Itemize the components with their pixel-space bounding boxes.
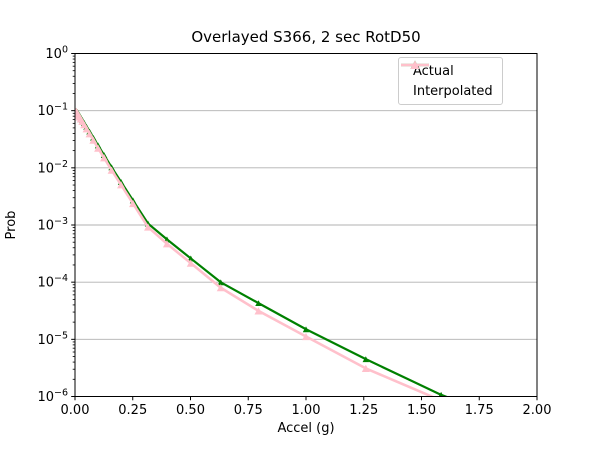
- series-interpolated: [75, 107, 540, 442]
- marker-triangle-up: [216, 284, 225, 292]
- marker-triangle-up: [129, 199, 138, 208]
- marker-triangle-up: [85, 130, 94, 138]
- y-tick-base: 10: [37, 276, 54, 291]
- y-tick-base: 10: [37, 333, 54, 348]
- y-tick-label: 10−6: [37, 388, 68, 406]
- y-tick-label: 10−4: [37, 273, 68, 291]
- marker-triangle-up: [107, 166, 116, 174]
- marker-triangle-up: [162, 240, 171, 248]
- y-tick-base: 10: [37, 161, 54, 176]
- marker-triangle-up: [361, 364, 370, 373]
- marker-triangle-up: [438, 391, 444, 397]
- marker-triangle-up: [302, 332, 310, 341]
- series-line: [75, 110, 449, 397]
- y-tick-label: 10−3: [37, 216, 68, 234]
- y-tick-base: 10: [45, 47, 62, 62]
- y-tick-exponent: −2: [54, 159, 68, 170]
- marker-triangle-up: [144, 223, 153, 231]
- x-tick-label: 1.50: [407, 403, 436, 418]
- marker-triangle-up: [82, 125, 91, 133]
- marker-triangle-up: [302, 326, 310, 333]
- marker-triangle-up: [255, 300, 262, 307]
- marker-triangle-up: [186, 259, 195, 267]
- legend-label: Actual: [413, 63, 454, 79]
- marker-triangle-up: [437, 397, 445, 404]
- y-tick-exponent: −3: [54, 216, 68, 227]
- x-tick-label: 1.00: [292, 403, 321, 418]
- y-tick-base: 10: [37, 390, 54, 405]
- x-tick-label: 0.25: [118, 403, 147, 418]
- y-tick-exponent: 0: [62, 45, 68, 56]
- y-tick-label: 10−5: [37, 330, 68, 348]
- x-axis-label: Accel (g): [277, 421, 335, 436]
- legend-item-interpolated: Interpolated: [401, 60, 493, 100]
- marker-triangle-up: [217, 279, 225, 286]
- y-tick-exponent: −4: [54, 273, 68, 284]
- y-tick-label: 10−2: [37, 159, 68, 177]
- y-tick-label: 100: [45, 45, 68, 63]
- y-tick-base: 10: [37, 104, 54, 119]
- series-actual: [75, 107, 540, 434]
- x-tick-label: 1.75: [465, 403, 494, 418]
- series-line: [75, 110, 435, 397]
- marker-triangle-up: [94, 144, 103, 152]
- marker-triangle-up: [187, 255, 195, 262]
- y-tick-label: 10−1: [37, 102, 68, 120]
- marker-triangle-up: [362, 356, 370, 363]
- y-tick-exponent: −6: [54, 388, 68, 399]
- y-tick-exponent: −1: [54, 102, 68, 113]
- legend: Actual Interpolated: [398, 57, 503, 105]
- x-tick-label: 2.00: [523, 403, 552, 418]
- marker-triangle-up: [100, 154, 109, 162]
- y-tick-base: 10: [37, 219, 54, 234]
- legend-line-sample: [401, 60, 429, 69]
- y-tick-exponent: −5: [54, 330, 68, 341]
- x-tick-label: 1.25: [349, 403, 378, 418]
- x-tick-label: 0.00: [61, 403, 90, 418]
- marker-triangle-up: [254, 307, 263, 315]
- legend-label: Interpolated: [413, 83, 493, 99]
- marker-triangle-up: [117, 181, 126, 189]
- marker-triangle-up: [532, 435, 540, 442]
- marker-triangle-up: [89, 136, 98, 144]
- x-tick-label: 0.75: [234, 403, 263, 418]
- chart-title: Overlayed S366, 2 sec RotD50: [191, 28, 421, 46]
- legend-sample-marker: [410, 60, 420, 69]
- x-tick-label: 0.50: [176, 403, 205, 418]
- marker-triangle-up: [533, 428, 540, 434]
